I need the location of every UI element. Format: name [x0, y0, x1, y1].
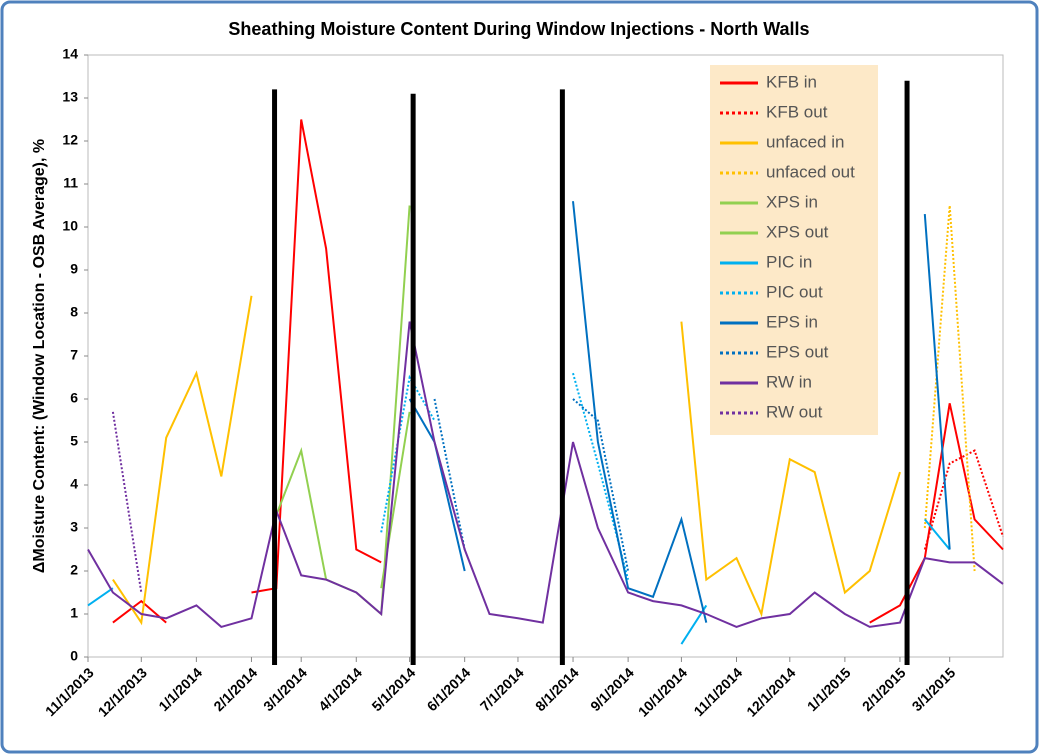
legend-label: PIC out [766, 282, 823, 301]
y-tick-label: 9 [70, 261, 78, 277]
y-tick-label: 12 [62, 132, 78, 148]
y-tick-label: 2 [70, 562, 78, 578]
y-tick-label: 8 [70, 304, 78, 320]
y-tick-label: 11 [63, 175, 78, 191]
y-tick-label: 3 [70, 519, 78, 535]
legend-label: unfaced out [766, 162, 855, 181]
legend-label: KFB out [766, 102, 828, 121]
y-axis-label: ΔMoisture Content: (Window Location - OS… [31, 139, 48, 573]
legend-label: KFB in [766, 72, 817, 91]
legend-label: XPS out [766, 222, 829, 241]
y-tick-label: 5 [70, 433, 78, 449]
y-tick-label: 6 [70, 390, 78, 406]
y-tick-label: 1 [70, 605, 78, 621]
series-line [111, 411, 143, 593]
y-tick-label: 14 [62, 46, 78, 62]
y-tick-label: 0 [70, 648, 78, 664]
series-line [112, 295, 901, 626]
chart-title: Sheathing Moisture Content During Window… [228, 19, 809, 39]
y-tick-label: 10 [62, 218, 78, 234]
series-line [433, 398, 630, 572]
y-tick-label: 4 [70, 476, 78, 492]
series-line [923, 449, 1004, 550]
legend-label: PIC in [766, 252, 812, 271]
legend-box [710, 65, 878, 435]
legend-label: EPS in [766, 312, 818, 331]
y-tick-label: 7 [70, 347, 78, 363]
y-tick-label: 13 [62, 89, 78, 105]
legend-label: EPS out [766, 342, 829, 361]
legend-label: RW in [766, 372, 812, 391]
legend-label: unfaced in [766, 132, 844, 151]
series-line [87, 321, 1004, 629]
legend-label: XPS in [766, 192, 818, 211]
legend-label: RW out [766, 402, 823, 421]
